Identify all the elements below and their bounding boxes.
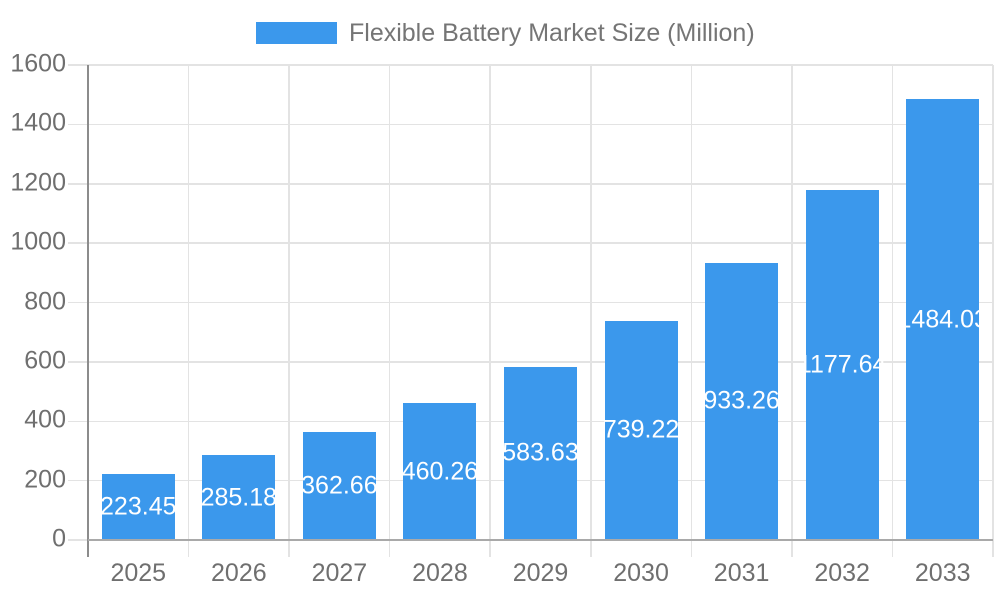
legend-swatch-icon	[256, 22, 337, 44]
y-axis-tick	[68, 301, 88, 304]
x-axis-label: 2030	[613, 559, 669, 587]
y-axis-tick	[68, 242, 88, 244]
x-gridline	[187, 65, 190, 557]
y-axis-label: 400	[24, 405, 66, 434]
y-axis-label: 1000	[10, 227, 66, 256]
bar-2032[interactable]	[805, 190, 879, 540]
y-axis-label: 800	[24, 286, 66, 315]
bar-2031[interactable]	[705, 262, 779, 540]
y-axis-tick	[68, 539, 88, 541]
x-axis-label: 2029	[512, 559, 569, 587]
y-axis-label: 200	[24, 464, 66, 493]
x-gridline	[288, 65, 290, 557]
y-axis-tick	[68, 479, 88, 482]
y-axis-label: 1200	[10, 168, 66, 197]
legend-label: Flexible Battery Market Size (Million)	[349, 19, 755, 47]
y-axis-line	[87, 65, 89, 557]
y-gridline	[88, 64, 993, 66]
x-axis-label: 2025	[110, 559, 167, 587]
x-gridline	[690, 65, 693, 557]
x-axis-label: 2027	[311, 559, 368, 587]
y-axis-tick	[68, 361, 88, 363]
y-axis-label: 600	[24, 346, 66, 375]
bar-2030[interactable]	[604, 320, 678, 540]
x-gridline	[388, 65, 391, 557]
x-axis-label: 2031	[713, 559, 770, 587]
bar-2033[interactable]	[906, 99, 980, 540]
x-axis-line	[88, 538, 993, 542]
y-gridline	[88, 301, 993, 304]
y-gridline	[88, 123, 993, 126]
y-axis-label: 0	[52, 524, 66, 553]
y-gridline	[88, 242, 993, 244]
x-axis-label: 2028	[412, 559, 468, 587]
bar-2029[interactable]	[504, 366, 577, 540]
x-gridline	[891, 65, 894, 557]
y-gridline	[88, 183, 993, 185]
bar-2026[interactable]	[202, 455, 276, 540]
x-axis-label: 2033	[914, 559, 971, 587]
y-axis-label: 1400	[10, 108, 66, 137]
x-gridline	[489, 65, 491, 557]
y-axis-tick	[68, 64, 88, 66]
x-gridline	[992, 65, 994, 557]
x-gridline	[590, 65, 592, 557]
x-axis-label: 2032	[814, 559, 870, 587]
y-axis-tick	[68, 420, 88, 422]
bar-2027[interactable]	[302, 432, 376, 540]
bar-2025[interactable]	[101, 473, 175, 540]
y-axis-tick	[68, 123, 88, 126]
y-axis-label: 1600	[10, 49, 66, 78]
x-axis-label: 2026	[211, 559, 267, 587]
legend-item[interactable]: Flexible Battery Market Size (Million)	[256, 19, 755, 47]
y-axis-tick	[68, 183, 88, 185]
y-gridline	[88, 361, 993, 363]
x-gridline	[791, 65, 793, 557]
bar-2028[interactable]	[403, 403, 477, 540]
